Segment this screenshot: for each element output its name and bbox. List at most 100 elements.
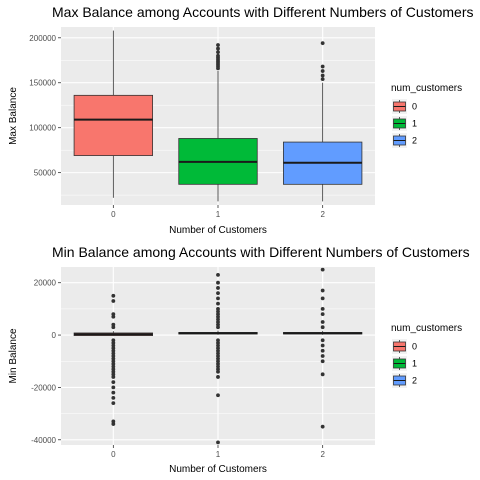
outlier-point xyxy=(320,77,325,82)
outlier-point xyxy=(111,351,116,356)
outlier-point xyxy=(111,325,116,330)
outlier-point xyxy=(216,369,220,374)
outlier-point xyxy=(320,69,325,73)
min-balance-chart: Min Balance among Accounts with Differen… xyxy=(8,244,470,475)
outlier-point xyxy=(320,343,325,348)
max-balance-chart: Max Balance among Accounts with Differen… xyxy=(8,4,473,236)
outlier-point xyxy=(216,351,220,356)
x-axis-label: Number of Customers xyxy=(169,225,267,236)
outlier-point xyxy=(111,390,116,395)
outlier-point xyxy=(320,288,325,293)
outlier-point xyxy=(216,280,220,285)
outlier-point xyxy=(111,395,116,400)
outlier-point xyxy=(216,314,220,319)
outlier-point xyxy=(320,312,325,317)
x-tick-label: 0 xyxy=(111,450,116,459)
box-marks xyxy=(73,30,363,202)
outlier-point xyxy=(320,354,325,358)
outlier-point xyxy=(111,359,116,364)
outlier-point xyxy=(216,286,220,290)
outlier-point xyxy=(111,401,116,406)
outlier-point xyxy=(111,372,116,377)
outlier-point xyxy=(320,64,325,69)
outlier-point xyxy=(216,322,220,327)
x-tick-label: 0 xyxy=(111,210,116,219)
outlier-point xyxy=(111,299,116,303)
y-tick-label: 200000 xyxy=(29,34,56,43)
outlier-point xyxy=(320,325,325,330)
outlier-point xyxy=(111,361,116,366)
axis-ticks: 50000 100000 150000 200000 0 1 2 xyxy=(29,34,325,219)
outlier-point xyxy=(320,267,325,272)
outlier-point xyxy=(216,338,220,343)
outlier-point xyxy=(111,341,116,345)
outlier-point xyxy=(111,375,116,379)
outlier-point xyxy=(111,422,116,426)
x-tick-label: 1 xyxy=(216,450,221,459)
legend-label: 0 xyxy=(412,342,417,352)
outlier-point xyxy=(216,46,220,51)
outlier-point xyxy=(216,43,220,47)
outlier-point xyxy=(216,356,220,361)
x-axis-label: Number of Customers xyxy=(169,464,267,475)
outlier-point xyxy=(216,312,220,317)
x-tick-label: 2 xyxy=(320,210,325,219)
outlier-point xyxy=(320,372,325,377)
outlier-point xyxy=(111,367,116,371)
legend-title: num_customers xyxy=(391,83,462,94)
outlier-point xyxy=(216,306,220,311)
legend-label: 2 xyxy=(412,376,417,386)
outlier-point xyxy=(111,348,116,353)
outlier-point xyxy=(111,385,116,390)
outlier-point xyxy=(111,356,116,361)
legend-label: 0 xyxy=(412,102,417,112)
y-tick-label: 0 xyxy=(52,331,57,340)
outlier-point xyxy=(320,73,325,78)
outlier-point xyxy=(216,375,220,379)
outlier-point xyxy=(216,393,220,398)
box-0 xyxy=(73,94,153,156)
outlier-point xyxy=(216,359,220,364)
outlier-point xyxy=(111,314,116,319)
outlier-point xyxy=(111,343,116,348)
outlier-point xyxy=(216,364,220,369)
y-tick-label: 20000 xyxy=(34,279,57,288)
outlier-point xyxy=(111,322,116,327)
chart-title: Min Balance among Accounts with Differen… xyxy=(52,244,470,260)
outlier-point xyxy=(216,343,220,348)
outlier-point xyxy=(320,296,325,301)
outlier-point xyxy=(111,354,116,358)
outlier-point xyxy=(320,348,325,353)
y-tick-label: -20000 xyxy=(31,383,56,392)
outlier-point xyxy=(216,309,220,314)
outlier-point xyxy=(111,419,116,424)
outlier-point xyxy=(320,359,325,364)
outlier-point xyxy=(216,320,220,324)
outlier-point xyxy=(111,369,116,374)
outlier-point xyxy=(216,367,220,371)
outlier-point xyxy=(216,272,220,277)
outlier-point xyxy=(216,361,220,366)
y-tick-label: 100000 xyxy=(29,124,56,133)
legend-label: 1 xyxy=(412,359,417,369)
legend-label: 1 xyxy=(412,119,417,129)
y-tick-label: 150000 xyxy=(29,79,56,88)
outlier-point xyxy=(320,424,325,429)
x-tick-label: 1 xyxy=(216,210,221,219)
x-tick-label: 2 xyxy=(320,450,325,459)
outlier-point xyxy=(320,41,325,46)
chart-title: Max Balance among Accounts with Differen… xyxy=(52,4,473,20)
outlier-point xyxy=(111,293,116,298)
outlier-point xyxy=(111,380,116,385)
outlier-point xyxy=(111,312,116,317)
y-tick-label: 50000 xyxy=(34,169,57,178)
y-axis-label: Min Balance xyxy=(8,328,19,383)
y-axis-label: Max Balance xyxy=(8,87,19,145)
legend: num_customers 0 1 2 xyxy=(391,323,462,388)
outlier-point xyxy=(320,320,325,324)
box-marks xyxy=(73,267,363,445)
outlier-point xyxy=(216,50,220,55)
y-tick-label: -40000 xyxy=(31,436,56,445)
outlier-point xyxy=(216,440,220,445)
